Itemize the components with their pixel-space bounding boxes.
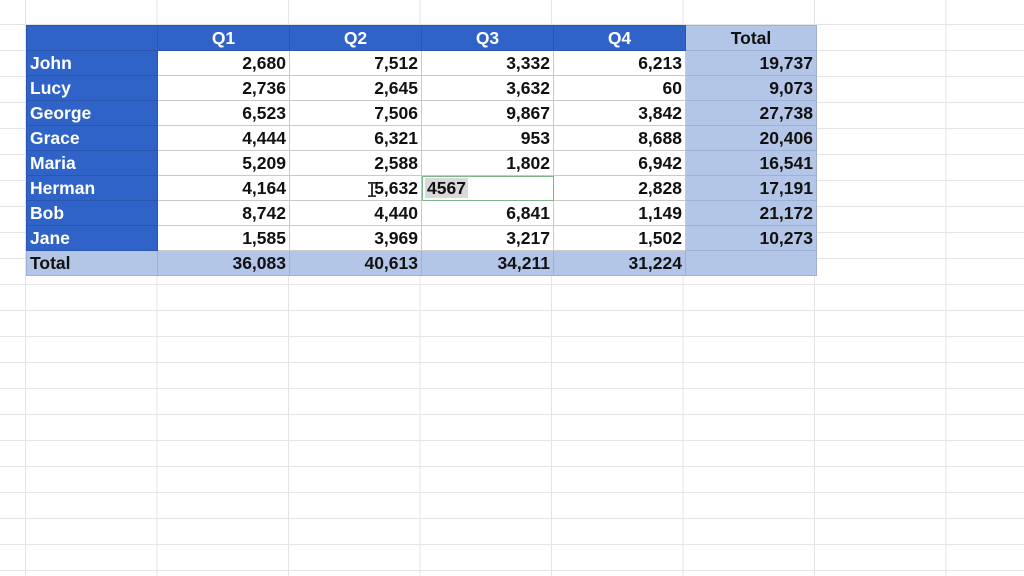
cell-edit-text[interactable]: 4567 xyxy=(425,177,468,198)
q3-cell[interactable]: 953 xyxy=(421,125,554,151)
q2-cell[interactable]: 2,645 xyxy=(289,75,422,101)
q2-cell[interactable]: 5,632 xyxy=(289,175,422,201)
total-q3-cell[interactable]: 34,211 xyxy=(421,250,554,276)
q1-cell[interactable]: 2,680 xyxy=(157,50,290,76)
total-row: Total 36,083 40,613 34,211 31,224 xyxy=(26,250,817,276)
q3-cell[interactable]: 1,802 xyxy=(421,150,554,176)
q4-cell[interactable]: 6,942 xyxy=(553,150,686,176)
row-name-cell[interactable]: Lucy xyxy=(26,75,158,101)
q1-cell[interactable]: 5,209 xyxy=(157,150,290,176)
q2-cell[interactable]: 7,506 xyxy=(289,100,422,126)
table-row: John 2,680 7,512 3,332 6,213 19,737 xyxy=(26,50,817,76)
row-name-cell[interactable]: Jane xyxy=(26,225,158,251)
row-total-cell[interactable]: 16,541 xyxy=(685,150,817,176)
grand-total-cell[interactable] xyxy=(685,250,817,276)
q3-cell[interactable]: 3,332 xyxy=(421,50,554,76)
row-total-cell[interactable]: 10,273 xyxy=(685,225,817,251)
q2-cell[interactable]: 6,321 xyxy=(289,125,422,151)
q2-cell[interactable]: 2,588 xyxy=(289,150,422,176)
q1-cell[interactable]: 4,164 xyxy=(157,175,290,201)
total-q2-cell[interactable]: 40,613 xyxy=(289,250,422,276)
header-total[interactable]: Total xyxy=(685,25,817,51)
q2-cell[interactable]: 3,969 xyxy=(289,225,422,251)
q4-cell[interactable]: 1,149 xyxy=(553,200,686,226)
q1-cell[interactable]: 1,585 xyxy=(157,225,290,251)
table-row: Bob 8,742 4,440 6,841 1,149 21,172 xyxy=(26,200,817,226)
row-total-cell[interactable]: 27,738 xyxy=(685,100,817,126)
header-q3[interactable]: Q3 xyxy=(421,25,554,51)
header-q2[interactable]: Q2 xyxy=(289,25,422,51)
q3-cell[interactable]: 3,632 xyxy=(421,75,554,101)
row-name-cell[interactable]: George xyxy=(26,100,158,126)
total-q1-cell[interactable]: 36,083 xyxy=(157,250,290,276)
header-q4[interactable]: Q4 xyxy=(553,25,686,51)
q3-cell[interactable]: 3,217 xyxy=(421,225,554,251)
q4-cell[interactable]: 3,842 xyxy=(553,100,686,126)
table-row: Lucy 2,736 2,645 3,632 60 9,073 xyxy=(26,75,817,101)
header-row: Q1 Q2 Q3 Q4 Total xyxy=(26,25,817,51)
total-row-label[interactable]: Total xyxy=(26,250,158,276)
data-table: Q1 Q2 Q3 Q4 Total John 2,680 7,512 3,332… xyxy=(26,25,817,276)
row-total-cell[interactable]: 20,406 xyxy=(685,125,817,151)
corner-cell[interactable] xyxy=(26,25,158,51)
q3-cell[interactable]: 6,841 xyxy=(421,200,554,226)
total-q4-cell[interactable]: 31,224 xyxy=(553,250,686,276)
row-name-cell[interactable]: John xyxy=(26,50,158,76)
table-row: George 6,523 7,506 9,867 3,842 27,738 xyxy=(26,100,817,126)
table-row: Grace 4,444 6,321 953 8,688 20,406 xyxy=(26,125,817,151)
row-name-cell[interactable]: Grace xyxy=(26,125,158,151)
text-cursor-icon: I xyxy=(366,178,379,202)
q1-cell[interactable]: 2,736 xyxy=(157,75,290,101)
row-total-cell[interactable]: 21,172 xyxy=(685,200,817,226)
q3-cell-editing[interactable]: 4567 xyxy=(421,175,554,201)
q2-cell[interactable]: 7,512 xyxy=(289,50,422,76)
header-q1[interactable]: Q1 xyxy=(157,25,290,51)
row-total-cell[interactable]: 17,191 xyxy=(685,175,817,201)
row-name-cell[interactable]: Herman xyxy=(26,175,158,201)
table-row: Maria 5,209 2,588 1,802 6,942 16,541 xyxy=(26,150,817,176)
q1-cell[interactable]: 6,523 xyxy=(157,100,290,126)
table-row: Herman 4,164 5,632 4567 2,828 17,191 xyxy=(26,175,817,201)
row-name-cell[interactable]: Maria xyxy=(26,150,158,176)
row-total-cell[interactable]: 19,737 xyxy=(685,50,817,76)
q4-cell[interactable]: 1,502 xyxy=(553,225,686,251)
q4-cell[interactable]: 6,213 xyxy=(553,50,686,76)
q3-cell[interactable]: 9,867 xyxy=(421,100,554,126)
row-name-cell[interactable]: Bob xyxy=(26,200,158,226)
q4-cell[interactable]: 60 xyxy=(553,75,686,101)
q1-cell[interactable]: 4,444 xyxy=(157,125,290,151)
q2-cell[interactable]: 4,440 xyxy=(289,200,422,226)
row-total-cell[interactable]: 9,073 xyxy=(685,75,817,101)
table-row: Jane 1,585 3,969 3,217 1,502 10,273 xyxy=(26,225,817,251)
q4-cell[interactable]: 8,688 xyxy=(553,125,686,151)
q1-cell[interactable]: 8,742 xyxy=(157,200,290,226)
q4-cell[interactable]: 2,828 xyxy=(553,175,686,201)
